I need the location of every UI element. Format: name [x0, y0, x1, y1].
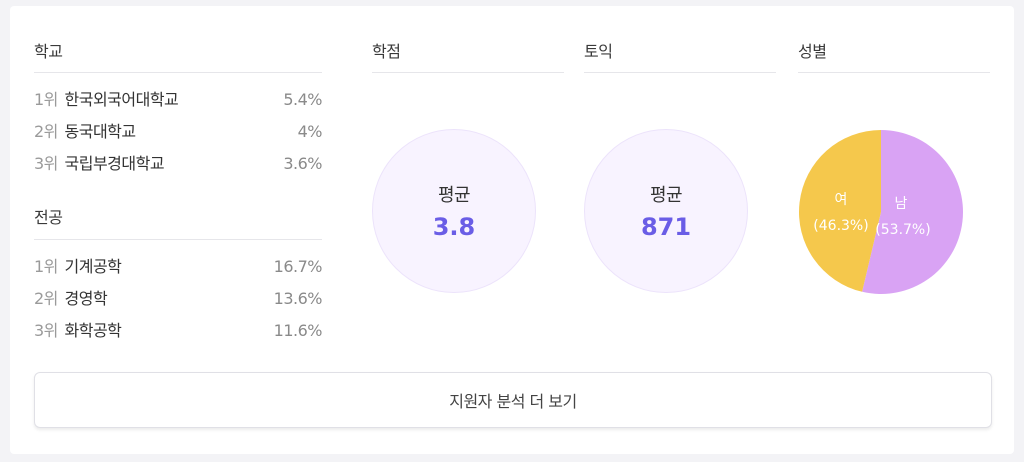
toeic-average-circle: 평균 871: [584, 129, 748, 293]
rank-label: 1위: [34, 90, 58, 109]
rank-label: 2위: [34, 289, 58, 308]
gpa-divider: [372, 72, 564, 73]
rank-label: 3위: [34, 321, 58, 340]
school-pct: 5.4%: [283, 90, 322, 109]
major-pct: 16.7%: [273, 257, 323, 276]
major-row-2: 2위 경영학 13.6%: [34, 287, 323, 311]
rank-label: 1위: [34, 257, 58, 276]
major-row-1: 1위 기계공학 16.7%: [34, 255, 323, 279]
school-name: 국립부경대학교: [64, 154, 165, 173]
major-pct: 13.6%: [273, 289, 323, 308]
pie-slice-female: [799, 130, 881, 292]
pie-pct-female: (46.3%): [813, 218, 868, 234]
gender-title: 성별: [798, 42, 827, 61]
school-title: 학교: [34, 42, 63, 61]
gpa-average-value: 3.8: [432, 213, 476, 241]
gpa-average-label: 평균: [437, 185, 471, 206]
gender-divider: [798, 72, 990, 73]
toeic-average-label: 평균: [649, 185, 683, 206]
toeic-average-value: 871: [640, 213, 692, 241]
major-name: 기계공학: [64, 257, 122, 276]
view-more-analysis-button[interactable]: 지원자 분석 더 보기: [34, 372, 992, 428]
school-pct: 3.6%: [283, 154, 322, 173]
pie-label-male: 남: [895, 196, 908, 212]
school-divider: [34, 72, 322, 73]
school-name: 동국대학교: [64, 122, 137, 141]
school-row-1: 1위 한국외국어대학교 5.4%: [34, 88, 322, 112]
applicant-stats-card: 학교 1위 한국외국어대학교 5.4% 2위 동국대학교 4% 3위 국립부경대…: [10, 6, 1014, 454]
school-row-2: 2위 동국대학교 4%: [34, 120, 323, 144]
rank-label: 3위: [34, 154, 58, 173]
gpa-title: 학점: [372, 42, 401, 61]
major-divider: [34, 239, 322, 240]
major-name: 경영학: [64, 289, 108, 308]
school-row-3: 3위 국립부경대학교 3.6%: [34, 152, 322, 176]
gender-pie-chart: 남 (53.7%) 여 (46.3%): [797, 128, 965, 296]
pie-label-female: 여: [835, 192, 848, 208]
toeic-title: 토익: [584, 42, 613, 61]
pie-pct-male: (53.7%): [875, 222, 930, 238]
major-name: 화학공학: [64, 321, 122, 340]
major-row-3: 3위 화학공학 11.6%: [34, 319, 323, 343]
major-pct: 11.6%: [273, 321, 323, 340]
toeic-divider: [584, 72, 776, 73]
school-name: 한국외국어대학교: [64, 90, 179, 109]
rank-label: 2위: [34, 122, 58, 141]
gpa-average-circle: 평균 3.8: [372, 129, 536, 293]
school-pct: 4%: [297, 122, 323, 141]
pie-slice-male: [862, 130, 963, 294]
major-title: 전공: [34, 208, 63, 227]
